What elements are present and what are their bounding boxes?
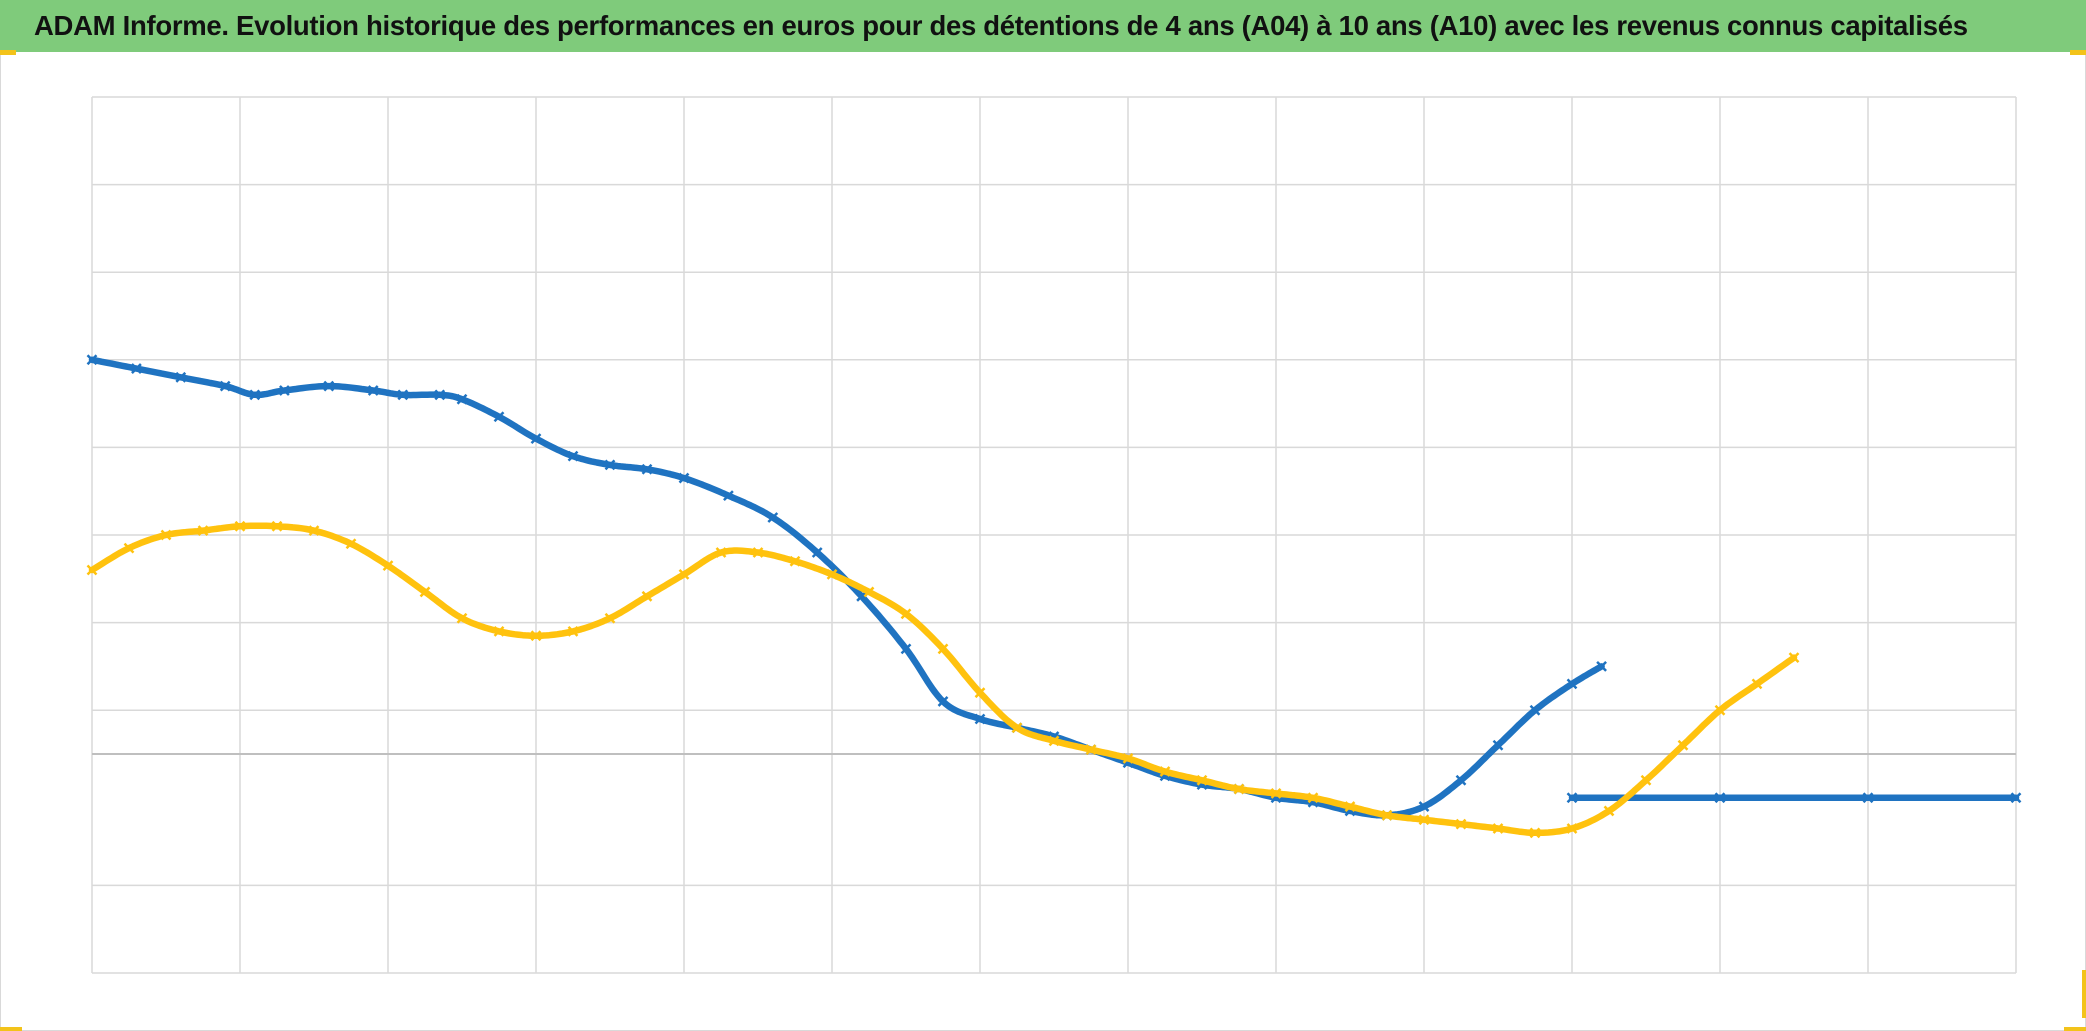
series-1-point-2 — [1862, 792, 1874, 804]
series-0-point-13 — [567, 450, 579, 462]
series-2-point-12 — [530, 630, 542, 642]
series-2-point-33 — [1307, 792, 1319, 804]
series-2-point-34 — [1344, 801, 1356, 812]
series-0-point-14 — [604, 459, 616, 471]
series-2-point-21 — [863, 586, 875, 598]
series-2-point-0 — [86, 564, 98, 576]
series-2-point-28 — [1122, 752, 1134, 764]
series-0-point-35 — [1418, 801, 1430, 812]
series-2-point-31 — [1233, 783, 1245, 795]
series-2-point-13 — [567, 625, 579, 637]
series-0-point-40 — [1596, 661, 1607, 672]
series-2-point-19 — [789, 555, 801, 567]
corner-mark-top-left — [0, 50, 16, 55]
corner-mark-right-bottom — [2082, 970, 2086, 1018]
series-0-point-11 — [493, 411, 505, 423]
series-line-2 — [88, 522, 1798, 837]
series-2-point-41 — [1603, 805, 1615, 817]
series-0-point-16 — [678, 472, 690, 484]
series-2-point-23 — [937, 643, 949, 655]
series-0-point-20 — [856, 590, 867, 602]
series-2-point-20 — [826, 569, 838, 580]
series-2-point-35 — [1381, 809, 1393, 821]
series-2-point-42 — [1640, 774, 1652, 786]
series-0-point-23 — [974, 713, 986, 725]
series-2-point-44 — [1714, 704, 1726, 716]
series-2-point-6 — [308, 525, 320, 537]
series-0-point-18 — [767, 512, 779, 523]
series-2-point-30 — [1196, 774, 1208, 786]
series-0-point-4 — [249, 389, 261, 401]
series-2-point-32 — [1270, 788, 1282, 799]
series-0-point-9 — [434, 389, 446, 401]
series-2-point-17 — [715, 547, 727, 558]
series-2-point-5 — [271, 520, 283, 532]
series-0-point-38 — [1529, 704, 1541, 716]
title-bar: ADAM Informe. Evolution historique des p… — [0, 0, 2086, 52]
series-0-point-2 — [175, 371, 187, 383]
series-0-point-8 — [397, 389, 409, 401]
series-2-point-8 — [382, 560, 394, 572]
series-line-0 — [88, 356, 1605, 819]
series-2-point-45 — [1751, 678, 1763, 690]
series-0-point-7 — [367, 385, 379, 396]
series-1-point-1 — [1714, 792, 1726, 804]
series-0-point-17 — [723, 490, 734, 501]
series-2-point-40 — [1566, 823, 1578, 834]
series-2-point-24 — [974, 687, 986, 699]
series-2-point-18 — [752, 547, 764, 558]
series-0-point-6 — [323, 380, 335, 392]
series-2-point-14 — [604, 612, 616, 624]
corner-mark-top-right — [2070, 50, 2086, 55]
series-0-point-21 — [900, 643, 912, 655]
series-2-point-37 — [1455, 818, 1467, 830]
series-0-point-0 — [86, 354, 98, 366]
series-2-point-1 — [123, 542, 135, 554]
corner-mark-bottom-right — [2064, 1027, 2086, 1031]
series-0-point-37 — [1492, 739, 1504, 751]
series-0-point-12 — [530, 433, 542, 445]
series-2-point-4 — [234, 520, 246, 532]
series-2-point-36 — [1418, 814, 1430, 826]
series-2-point-11 — [493, 625, 505, 637]
series-0-point-10 — [456, 393, 468, 405]
series-2-point-7 — [345, 538, 357, 550]
series-0-point-1 — [131, 363, 142, 374]
series-0-point-5 — [279, 385, 290, 396]
series-2-point-25 — [1011, 722, 1023, 734]
series-2-point-46 — [1788, 652, 1800, 664]
series-0-point-3 — [219, 380, 231, 392]
series-0-point-36 — [1455, 774, 1467, 786]
series-2-point-43 — [1677, 739, 1689, 751]
series-2-point-16 — [678, 569, 690, 580]
series-0-point-39 — [1566, 678, 1578, 690]
series-2-point-3 — [197, 525, 209, 537]
series-2-point-15 — [641, 590, 653, 602]
series-2-point-29 — [1159, 766, 1171, 777]
series-2-point-27 — [1085, 744, 1097, 756]
series-2-point-38 — [1492, 823, 1504, 834]
corner-mark-bottom-left — [0, 1027, 22, 1031]
series-0-point-15 — [641, 463, 653, 475]
series-2-point-9 — [419, 586, 431, 598]
series-0-point-19 — [811, 547, 823, 558]
series-2-point-2 — [160, 529, 172, 541]
series-2-point-26 — [1048, 735, 1060, 747]
series-0-point-22 — [937, 696, 949, 707]
series-1-point-0 — [1566, 792, 1578, 804]
series-1-point-3 — [2010, 792, 2022, 804]
chart-title: ADAM Informe. Evolution historique des p… — [34, 10, 1968, 41]
series-2-point-10 — [456, 612, 468, 624]
series-2-point-22 — [900, 608, 912, 620]
series-2-point-39 — [1529, 827, 1541, 839]
